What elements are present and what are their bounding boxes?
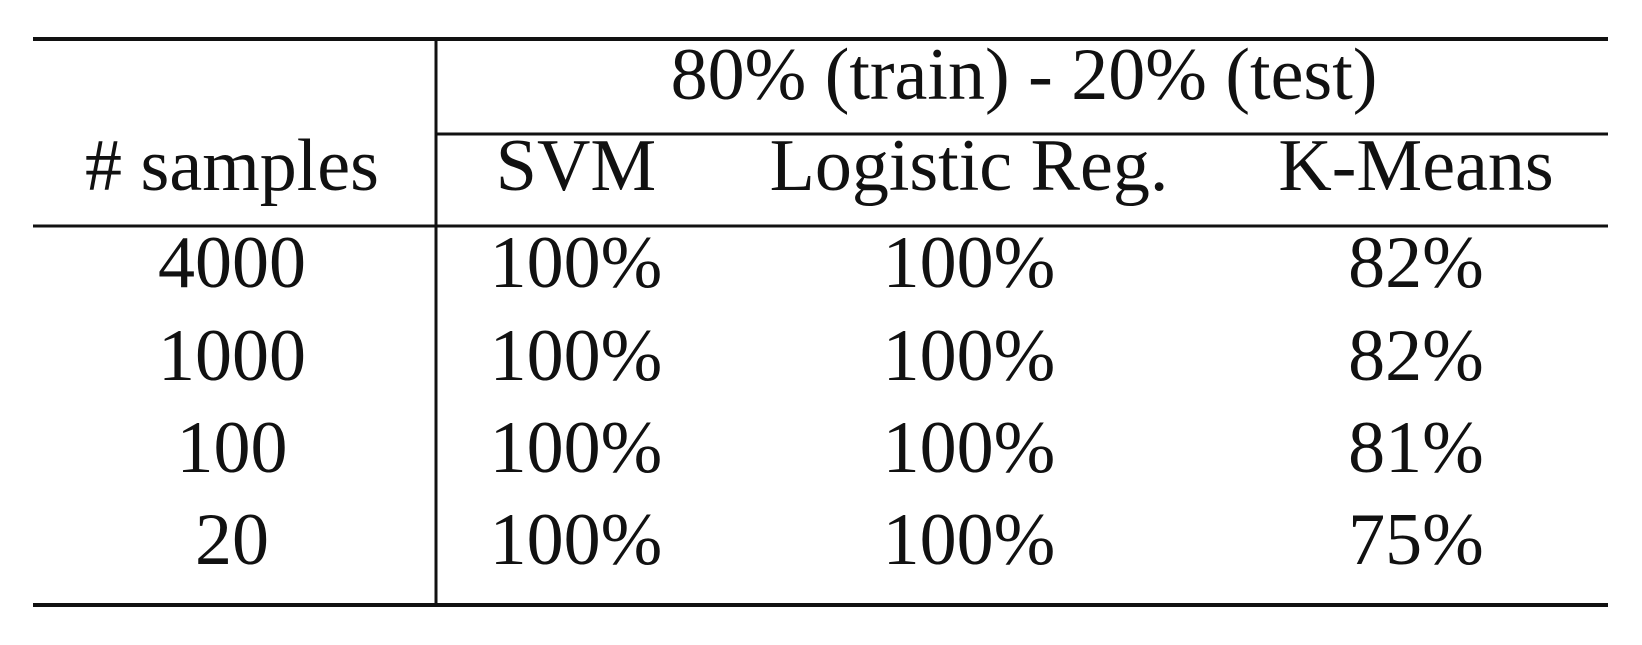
row-label: 20 [195,499,269,581]
cell: 100% [883,407,1056,489]
cell: 81% [1348,407,1484,489]
cell: 100% [490,407,663,489]
column-header: SVM [496,125,656,207]
cell: 100% [490,315,663,397]
column-header: K-Means [1278,125,1553,207]
group-header: 80% (train) - 20% (test) [671,34,1378,116]
row-label: 1000 [158,315,306,397]
cell: 100% [490,222,663,304]
column-header: Logistic Reg. [770,125,1169,207]
cell: 100% [490,499,663,581]
cell: 82% [1348,315,1484,397]
cell: 75% [1348,499,1484,581]
row-label: 100 [177,407,288,489]
cell: 82% [1348,222,1484,304]
cell: 100% [883,315,1056,397]
cell: 100% [883,222,1056,304]
cell: 100% [883,499,1056,581]
column-header: # samples [85,125,379,207]
row-label: 4000 [158,222,306,304]
